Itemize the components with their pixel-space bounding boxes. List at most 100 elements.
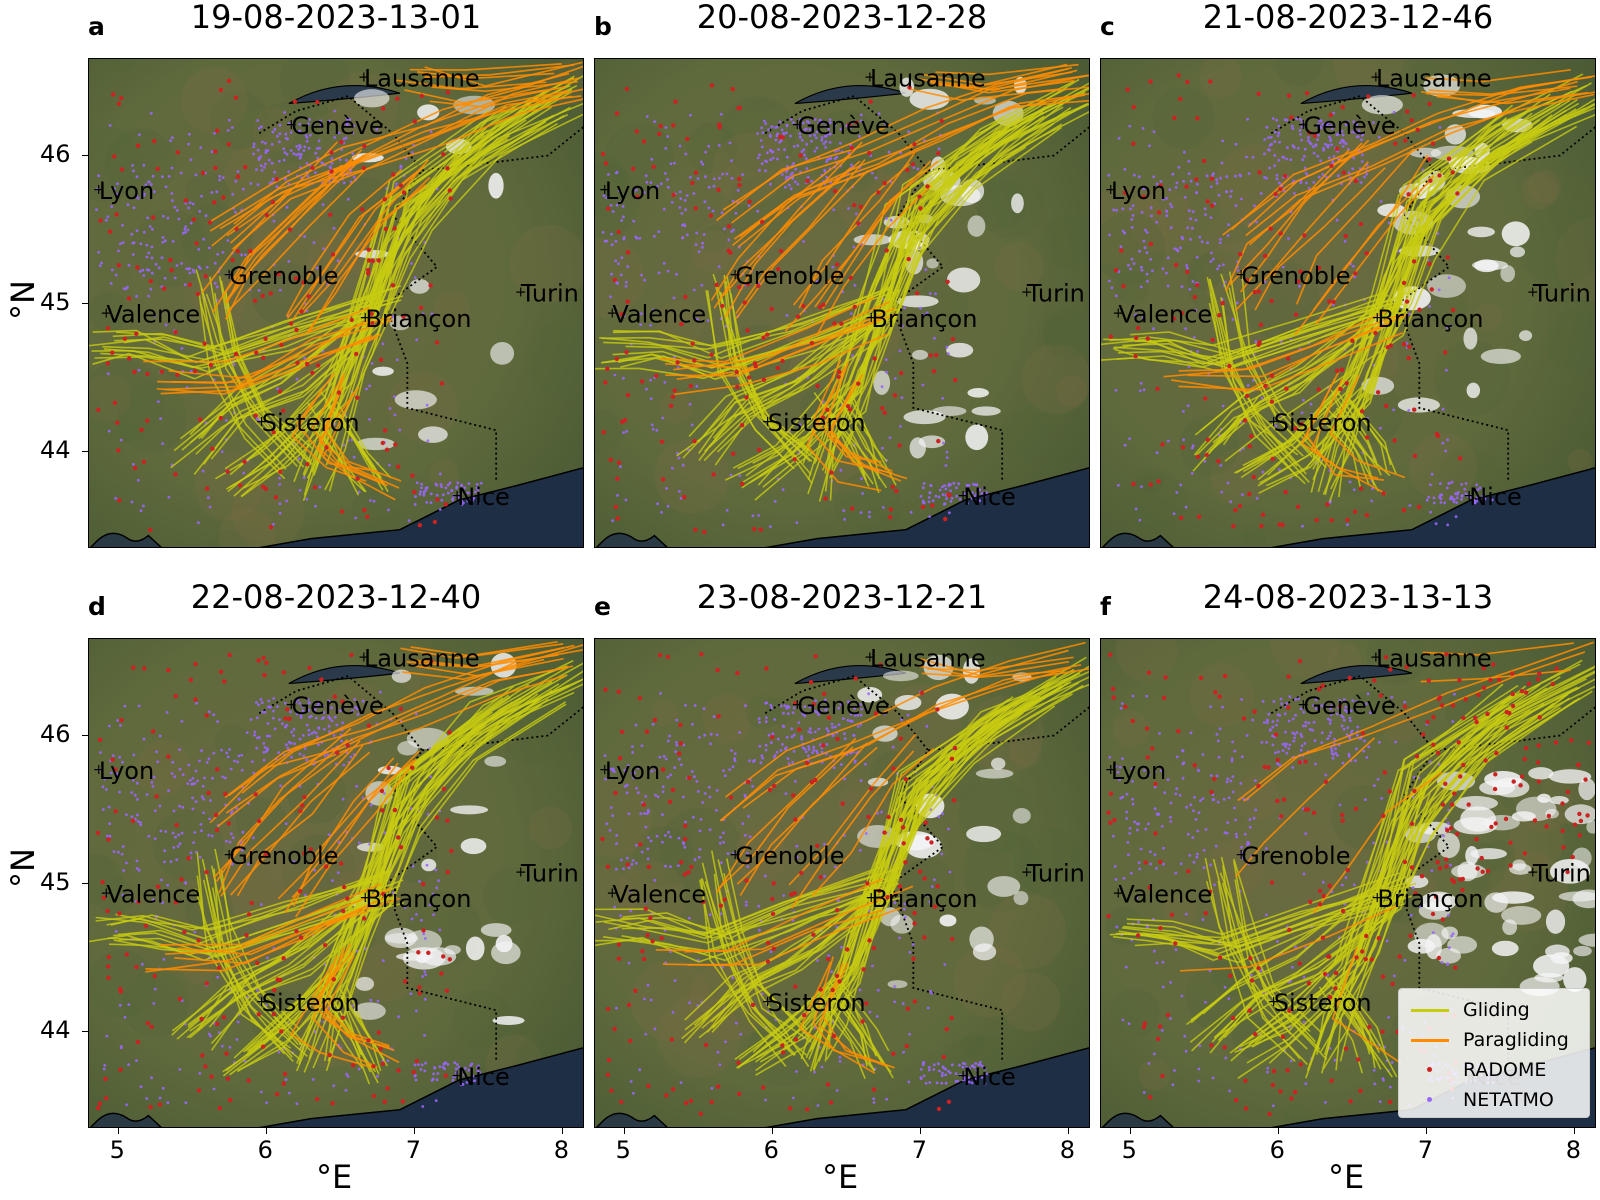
city-label: Nice <box>963 1063 1016 1091</box>
track <box>1346 398 1397 475</box>
track <box>328 102 583 492</box>
city-marker: + <box>93 762 105 778</box>
track <box>224 644 575 799</box>
track <box>95 880 373 931</box>
sea <box>764 467 1089 547</box>
track <box>1349 995 1398 1078</box>
track <box>717 746 854 890</box>
cloud <box>353 1002 386 1020</box>
panel-letter-d: d <box>88 592 106 621</box>
panel-letter-c: c <box>1100 12 1115 41</box>
city-marker: + <box>729 847 741 863</box>
city-marker: + <box>865 310 877 326</box>
track <box>229 152 368 298</box>
track <box>788 733 917 886</box>
cloud <box>397 740 419 756</box>
cloud <box>1414 922 1449 949</box>
track <box>224 160 353 320</box>
track <box>722 141 863 297</box>
track <box>316 84 578 467</box>
track <box>1420 669 1571 683</box>
sea <box>764 1047 1089 1127</box>
track <box>595 312 876 380</box>
track <box>935 63 1079 76</box>
city-label: Genève <box>797 692 889 720</box>
track <box>224 290 313 465</box>
city-marker: + <box>1235 267 1247 283</box>
gliding-tracks <box>595 656 1089 1079</box>
x-tick-mark <box>413 1128 415 1134</box>
x-tick-mark <box>919 1128 921 1134</box>
city-label: Genève <box>291 692 383 720</box>
track <box>115 284 402 352</box>
x-axis-label-2: °E <box>822 1158 859 1196</box>
track <box>735 169 869 320</box>
x-tick-label: 8 <box>553 1136 570 1164</box>
cloud <box>1578 933 1595 947</box>
city-marker: + <box>1370 649 1382 665</box>
city-label: Briançon <box>871 305 977 333</box>
track <box>716 737 857 894</box>
city-marker: + <box>606 305 618 321</box>
track <box>762 124 1018 488</box>
city-label: Turin <box>1532 860 1591 888</box>
city-marker: + <box>1105 762 1117 778</box>
cloud <box>899 77 915 97</box>
legend-label-paragliding: Paragliding <box>1463 1029 1569 1051</box>
cloud <box>492 1016 525 1025</box>
track <box>655 878 883 952</box>
city-marker: + <box>599 762 611 778</box>
cloud <box>1437 832 1460 859</box>
y-axis-label-top: °N <box>4 280 42 320</box>
track <box>110 869 393 930</box>
city-label: Lausanne <box>364 64 480 92</box>
track <box>246 697 521 1053</box>
track <box>811 366 893 474</box>
cloud <box>1470 848 1507 860</box>
city-marker: + <box>762 994 774 1010</box>
paragliding-tracks <box>655 641 1089 1074</box>
track <box>117 879 404 949</box>
city-marker: + <box>606 885 618 901</box>
track <box>337 986 388 1067</box>
cloud <box>1501 221 1530 247</box>
track <box>215 738 349 883</box>
cloud <box>990 757 1006 770</box>
track <box>203 879 292 1049</box>
city-marker: + <box>957 488 969 504</box>
city-label: Turin <box>1026 280 1085 308</box>
city-label: Briançon <box>1377 885 1483 913</box>
x-tick-mark <box>623 1128 625 1134</box>
city-label: Lyon <box>1111 177 1166 205</box>
y-tick-mark <box>82 451 88 453</box>
city-label: Lyon <box>1111 757 1166 785</box>
cloud <box>975 768 1014 779</box>
track <box>196 875 285 1055</box>
track <box>842 1006 892 1073</box>
track <box>927 656 1074 672</box>
track <box>754 146 1027 501</box>
city-marker: + <box>451 488 463 504</box>
track <box>699 879 787 1068</box>
track <box>620 316 896 380</box>
track <box>228 129 489 488</box>
track <box>826 985 872 1064</box>
x-tick-label: 8 <box>1565 1136 1582 1164</box>
legend-item-radome: RADOME <box>1411 1057 1546 1083</box>
track <box>222 710 483 1073</box>
cloud <box>405 929 443 954</box>
track <box>402 658 545 681</box>
etang-de-berre <box>89 1112 162 1127</box>
cloud <box>1578 778 1595 801</box>
gliding-tracks <box>1101 73 1595 502</box>
cloud <box>355 976 375 991</box>
track <box>1335 678 1595 1071</box>
track <box>811 748 935 897</box>
city-label: Grenoble <box>735 262 844 290</box>
track <box>1204 857 1292 1035</box>
city-marker: + <box>515 285 527 301</box>
track <box>813 359 882 463</box>
track <box>812 956 882 1065</box>
city-marker: + <box>1371 310 1383 326</box>
track <box>701 862 791 1048</box>
